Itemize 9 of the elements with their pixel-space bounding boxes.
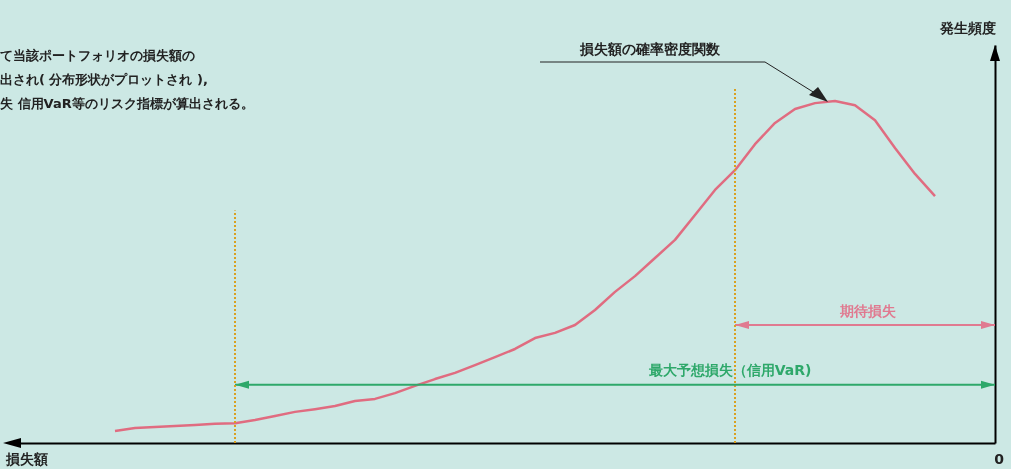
text: 出され( 分布形状がプロットされ ), — [0, 72, 208, 87]
text: 損失額の確率密度関数 — [579, 41, 721, 57]
y-axis-title: 発生頻度 — [938, 19, 996, 36]
x-axis-title: 損失額 — [4, 450, 48, 467]
annotation: 期待損失 — [839, 303, 897, 319]
text: て当該ポートフォリオの損失額の — [0, 48, 195, 63]
annotation: 失 信用VaR等のリスク指標が算出される。 — [0, 96, 254, 111]
annotation: 最大予想損失（信用VaR) — [647, 362, 812, 378]
text: 0 — [994, 451, 1005, 467]
